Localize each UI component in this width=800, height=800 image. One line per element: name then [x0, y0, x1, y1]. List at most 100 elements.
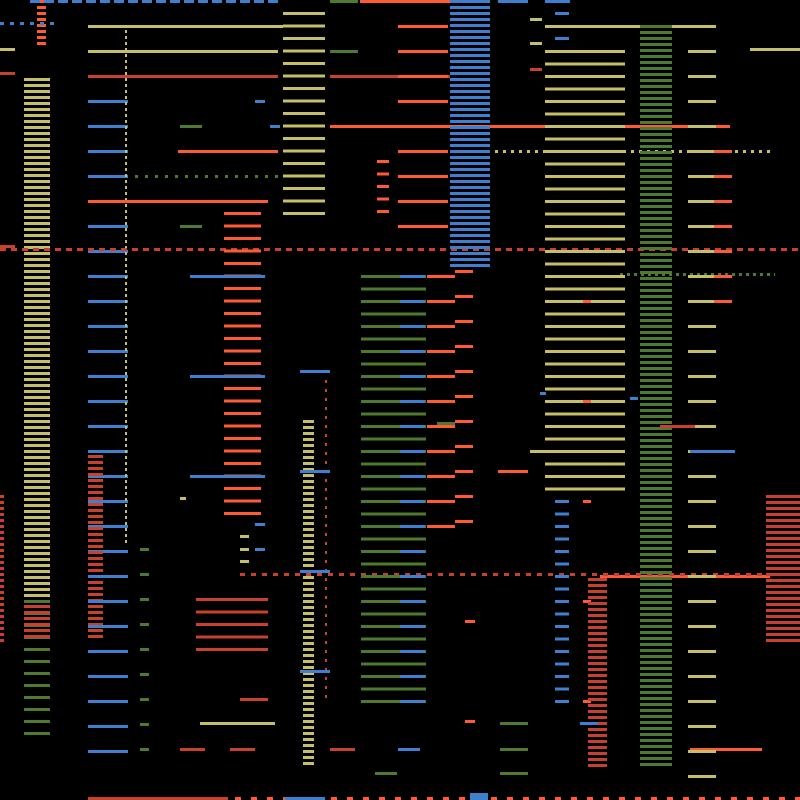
orange-bar-stack	[398, 75, 448, 78]
orange-dash	[498, 125, 538, 128]
olive-dotted-line	[125, 36, 127, 39]
red-dotted-line	[526, 573, 531, 576]
green-bar-stack	[640, 205, 672, 208]
green-bar-stack	[640, 97, 672, 100]
red-dotted-line	[361, 573, 366, 576]
green-bar-stack	[640, 289, 672, 292]
olive-bar-stack	[283, 62, 325, 65]
green-bar-stack	[640, 109, 672, 112]
blue-dotted-line	[128, 0, 138, 3]
orange-bar-stack	[427, 525, 455, 528]
orange-bar-stack	[427, 475, 455, 478]
red-dash	[0, 245, 15, 248]
green-bar-stack	[640, 397, 672, 400]
olive-dotted-line	[125, 492, 127, 495]
green-bar-stack	[640, 271, 672, 274]
olive-bar-stack	[24, 348, 50, 351]
green-bar-stack	[640, 79, 672, 82]
orange-bar-stack	[224, 287, 261, 290]
olive-line	[88, 50, 278, 53]
red-dotted-line	[284, 573, 289, 576]
olive-line	[545, 25, 715, 28]
olive-bar-stack	[545, 200, 625, 203]
red-bar-stack	[88, 479, 103, 482]
blue-bar-stack	[450, 84, 490, 87]
green-bar-stack	[640, 463, 672, 466]
green-bar-stack	[640, 157, 672, 160]
olive-bar-stack	[303, 456, 314, 459]
orange-dotted-line	[235, 797, 241, 800]
orange-dotted-line	[251, 797, 257, 800]
orange-bar-stack	[398, 125, 448, 128]
olive-bar-stack	[24, 132, 50, 135]
red-dotted-line	[132, 248, 138, 251]
olive-bar-stack	[545, 262, 625, 266]
green-dotted-line	[753, 273, 756, 276]
green-bar-stack	[640, 373, 672, 376]
green-bar-stack	[640, 283, 672, 286]
red-dotted-line	[341, 248, 347, 251]
olive-dash	[530, 42, 542, 45]
red-bar-stack	[588, 644, 607, 647]
olive-bar-stack	[24, 162, 50, 165]
blue-dotted-line	[184, 0, 194, 3]
blue-bar-stack	[555, 537, 569, 541]
green-bar-stack	[640, 619, 672, 622]
olive-dotted-line	[125, 234, 127, 237]
green-dotted-line	[135, 175, 138, 178]
blue-dash-stack	[88, 100, 128, 103]
olive-bar-stack	[303, 648, 314, 651]
blue-dash	[398, 748, 420, 751]
olive-bar-stack	[545, 450, 625, 453]
green-bar-stack	[640, 727, 672, 730]
olive-bar-stack	[24, 450, 50, 453]
orange-bar-stack	[455, 395, 473, 398]
blue-bar-stack	[450, 102, 490, 105]
green-bar-stack	[361, 375, 426, 378]
olive-dotted-line	[125, 342, 127, 345]
olive-bar-stack	[545, 125, 625, 128]
olive-dash-stack	[688, 625, 716, 628]
blue-dash-stack	[190, 375, 265, 378]
blue-dash-stack	[300, 670, 330, 673]
olive-dotted-line	[125, 276, 127, 279]
green-bar-stack	[640, 559, 672, 562]
green-bar-stack	[640, 253, 672, 256]
blue-bar-stack	[555, 550, 569, 553]
green-bar-stack	[640, 385, 672, 388]
green-bar-stack	[640, 67, 672, 70]
olive-bar-stack	[303, 744, 314, 747]
green-dash	[500, 748, 528, 751]
red-dotted-line	[724, 573, 729, 576]
olive-bar-stack	[24, 420, 50, 423]
blue-dotted-line	[198, 0, 208, 3]
red-dotted-line	[449, 573, 454, 576]
orange-dash-stack	[714, 300, 732, 303]
red-dotted-line	[325, 434, 327, 437]
green-bar-stack	[640, 715, 672, 718]
orange-dotted-line	[459, 797, 465, 800]
red-dash	[240, 698, 268, 701]
orange-line	[690, 748, 762, 751]
orange-dash	[498, 470, 528, 473]
red-bar-stack	[0, 597, 4, 600]
orange-dotted-line	[651, 797, 657, 800]
blue-dotted-line	[20, 22, 24, 25]
red-bar-stack	[588, 728, 607, 731]
red-dotted-line	[325, 443, 327, 446]
green-dotted-line	[620, 273, 623, 276]
red-bar-stack	[588, 740, 607, 743]
blue-dash-stack	[88, 475, 128, 478]
olive-dotted-line	[125, 348, 127, 351]
olive-dotted-line	[125, 330, 127, 333]
orange-line	[360, 0, 450, 3]
olive-bar-stack	[24, 522, 50, 525]
green-dotted-line	[739, 273, 742, 276]
red-dotted-line	[286, 248, 292, 251]
orange-bar-stack	[224, 362, 261, 365]
olive-bar-stack	[283, 49, 325, 53]
orange-dotted-line	[763, 797, 769, 800]
olive-bar-stack	[545, 62, 625, 66]
red-dotted-line	[616, 248, 622, 251]
olive-dotted-line	[125, 258, 127, 261]
